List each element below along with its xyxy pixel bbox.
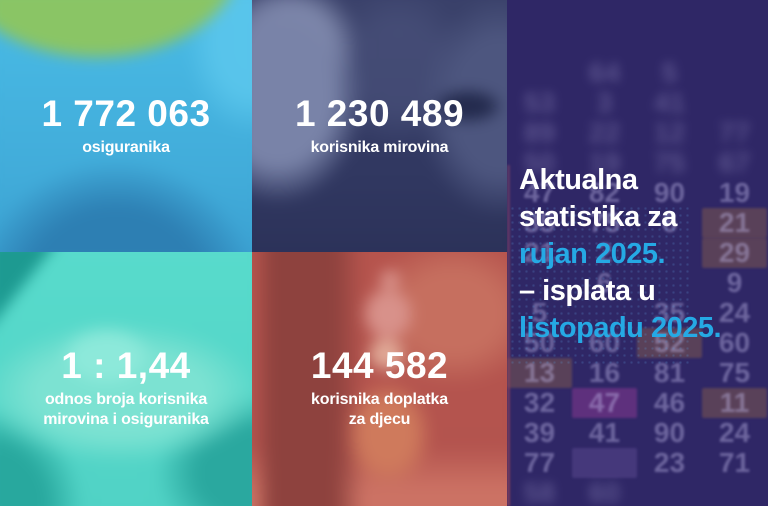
stat-ratio-label-line2: mirovina i osiguranika	[43, 411, 209, 428]
stat-pensioners-value: 1 230 489	[294, 93, 465, 134]
stat-child-allowance: 144 582 korisnika doplatka za djecu	[252, 346, 507, 430]
headline-line-1: Aktualna	[519, 164, 638, 196]
stat-card-ratio: 1 : 1,44 odnos broja korisnika mirovina …	[0, 252, 252, 506]
handshake-photo	[0, 252, 252, 506]
construction-worker-photo	[0, 0, 252, 252]
stat-pensioners: 1 230 489 korisnika mirovina	[252, 94, 507, 158]
stat-pensioners-label: korisnika mirovina	[310, 139, 449, 156]
stat-card-pensioners: 1 230 489 korisnika mirovina	[252, 0, 507, 252]
stat-ratio: 1 : 1,44 odnos broja korisnika mirovina …	[0, 346, 252, 430]
stat-child-allowance-label-line2: za djecu	[348, 411, 411, 428]
headline-line-5: listopadu 2025.	[519, 312, 722, 344]
stat-card-child-allowance: 144 582 korisnika doplatka za djecu	[252, 252, 507, 506]
headline: Aktualna statistika za rujan 2025. – isp…	[519, 162, 722, 347]
headline-line-2: statistika za	[519, 201, 677, 233]
stat-insured-label: osiguranika	[82, 139, 170, 156]
stat-child-allowance-label-line1: korisnika doplatka	[311, 391, 448, 408]
elderly-couple-photo	[252, 0, 507, 252]
child-in-park-photo	[252, 252, 507, 506]
stat-card-insured: 1 772 063 osiguranika	[0, 0, 252, 252]
stat-insured: 1 772 063 osiguranika	[0, 94, 252, 158]
panel-edge-strip	[507, 165, 510, 506]
halftone-dots-texture	[509, 205, 689, 365]
lottery-numbers-backdrop: 6455334189221277501975674782901935756212…	[507, 58, 768, 506]
headline-panel: 6455334189221277501975674782901935756212…	[507, 0, 768, 506]
headline-line-3: rujan 2025.	[519, 238, 666, 270]
stat-insured-value: 1 772 063	[41, 93, 211, 134]
stat-ratio-label-line1: odnos broja korisnika	[44, 391, 208, 408]
stat-ratio-value: 1 : 1,44	[61, 345, 191, 386]
stat-child-allowance-value: 144 582	[310, 345, 449, 386]
headline-line-4: – isplata u	[519, 275, 656, 307]
